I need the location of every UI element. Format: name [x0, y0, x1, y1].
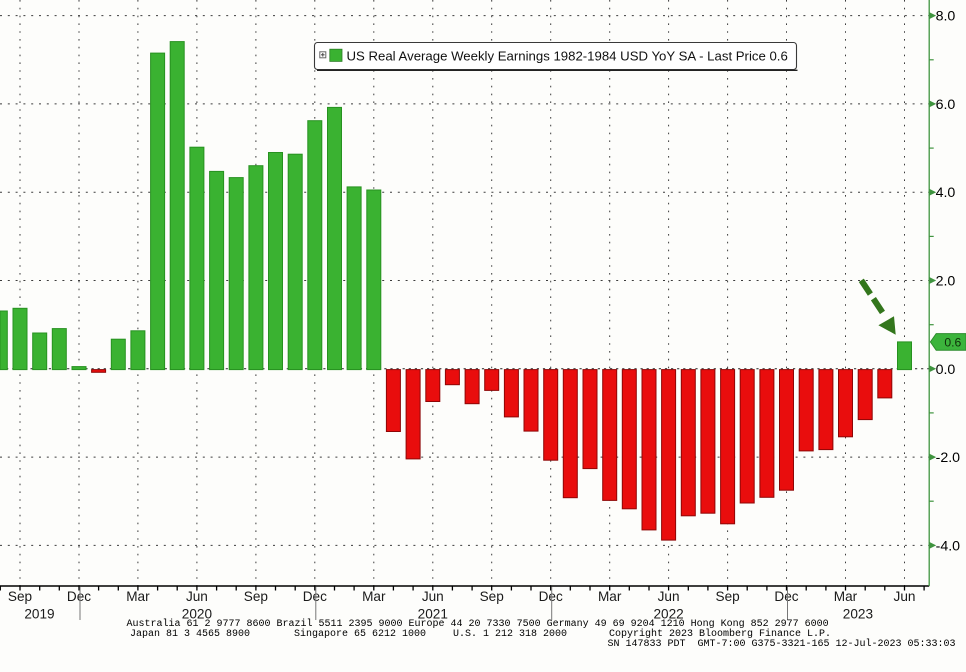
svg-text:Dec: Dec: [303, 589, 327, 604]
svg-text:-4.0: -4.0: [936, 538, 961, 554]
svg-text:US Real Average Weekly Earning: US Real Average Weekly Earnings 1982-198…: [347, 48, 788, 63]
svg-text:Jun: Jun: [186, 589, 208, 604]
svg-text:Mar: Mar: [834, 589, 858, 604]
svg-text:Japan 81 3 4565 8900: Japan 81 3 4565 8900: [130, 629, 250, 640]
svg-text:4.0: 4.0: [936, 185, 956, 201]
svg-text:Copyright 2023 Bloomberg Finan: Copyright 2023 Bloomberg Finance L.P.: [609, 628, 831, 640]
svg-text:Mar: Mar: [126, 589, 150, 604]
svg-text:Sep: Sep: [244, 589, 268, 604]
svg-text:8.0: 8.0: [936, 9, 956, 25]
svg-text:-2.0: -2.0: [936, 450, 961, 466]
svg-text:2.0: 2.0: [936, 274, 956, 290]
svg-text:Mar: Mar: [362, 589, 386, 604]
svg-text:6.0: 6.0: [936, 97, 956, 113]
svg-text:2019: 2019: [24, 607, 54, 622]
svg-text:Mar: Mar: [598, 589, 622, 604]
svg-text:Jun: Jun: [422, 589, 444, 604]
svg-text:Sep: Sep: [716, 589, 740, 604]
svg-text:Australia 61 2 9777 8600 Brazi: Australia 61 2 9777 8600 Brazil 5511 239…: [127, 618, 829, 630]
svg-text:Dec: Dec: [539, 589, 563, 604]
svg-text:U.S. 1 212 318 2000: U.S. 1 212 318 2000: [453, 629, 567, 640]
svg-text:Dec: Dec: [67, 589, 91, 604]
svg-text:Singapore 65 6212 1000: Singapore 65 6212 1000: [294, 628, 426, 640]
svg-text:2020: 2020: [182, 607, 213, 622]
svg-text:Dec: Dec: [774, 589, 798, 604]
svg-text:2022: 2022: [653, 607, 683, 622]
svg-text:Sep: Sep: [480, 589, 504, 604]
svg-text:2021: 2021: [418, 607, 448, 622]
svg-text:Jun: Jun: [894, 589, 916, 604]
svg-text:0.6: 0.6: [944, 335, 961, 349]
svg-text:0.0: 0.0: [936, 362, 956, 378]
svg-text:Sep: Sep: [8, 589, 32, 604]
svg-text:Jun: Jun: [658, 589, 680, 604]
svg-text:SN 147833 PDT GMT-7:00 G375-3: SN 147833 PDT GMT-7:00 G375-3321-165 12-…: [608, 638, 956, 650]
svg-text:2023: 2023: [843, 607, 873, 622]
